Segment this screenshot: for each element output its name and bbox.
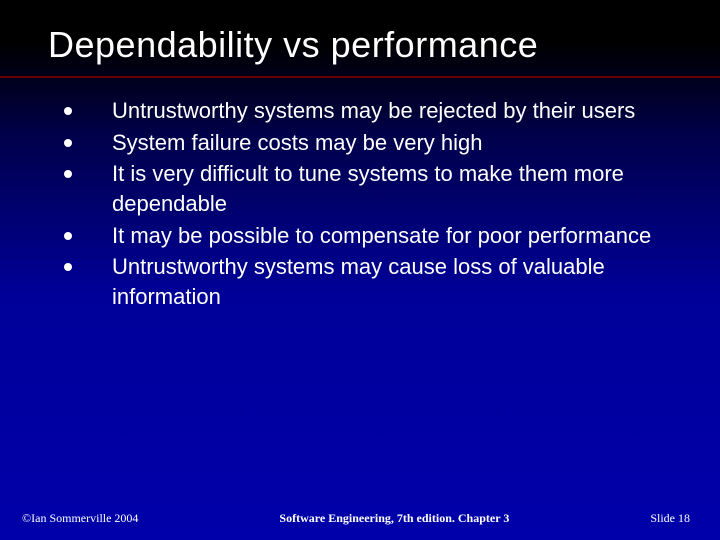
footer-slide-number: Slide 18 bbox=[650, 511, 690, 526]
bullet-item: Untrustworthy systems may cause loss of … bbox=[48, 252, 672, 311]
footer: ©Ian Sommerville 2004 Software Engineeri… bbox=[0, 511, 720, 526]
bullet-item: It may be possible to compensate for poo… bbox=[48, 221, 672, 251]
bullet-list: Untrustworthy systems may be rejected by… bbox=[48, 96, 672, 312]
footer-copyright: ©Ian Sommerville 2004 bbox=[22, 511, 138, 526]
footer-book-title: Software Engineering, 7th edition. Chapt… bbox=[138, 511, 650, 526]
bullet-item: It is very difficult to tune systems to … bbox=[48, 159, 672, 218]
bullet-item: System failure costs may be very high bbox=[48, 128, 672, 158]
content-area: Untrustworthy systems may be rejected by… bbox=[0, 78, 720, 312]
title-area: Dependability vs performance bbox=[0, 0, 720, 76]
bullet-item: Untrustworthy systems may be rejected by… bbox=[48, 96, 672, 126]
slide-title: Dependability vs performance bbox=[48, 24, 672, 66]
